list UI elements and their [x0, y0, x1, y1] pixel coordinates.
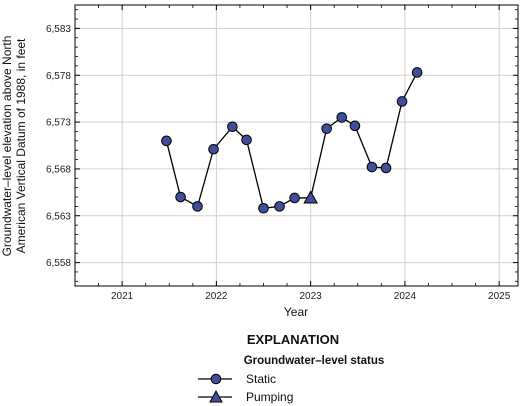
- legend-subheading: Groundwater–level status: [244, 355, 385, 367]
- legend-pumping-label: Pumping: [246, 390, 293, 404]
- legend: EXPLANATION Groundwater–level status Sta…: [198, 332, 384, 404]
- y-tick-label: 6,558: [46, 258, 71, 269]
- static-marker: [258, 202, 269, 214]
- y-axis-title: Groundwater–level elevation above North …: [0, 36, 28, 257]
- legend-static-marker: [210, 373, 222, 385]
- y-tick-label: 6,568: [46, 164, 71, 175]
- static-marker: [241, 134, 252, 146]
- x-axis-title: Year: [284, 305, 308, 319]
- x-tick-label: 2025: [488, 291, 511, 302]
- static-marker: [349, 120, 361, 132]
- x-tick-label: 2022: [205, 291, 228, 302]
- static-marker: [336, 112, 348, 123]
- data-markers: [161, 67, 423, 214]
- static-marker: [227, 121, 238, 133]
- static-marker: [274, 201, 285, 212]
- static-marker: [396, 96, 408, 107]
- y-axis-title-line-2: American Vertical Datum of 1988, in feet: [14, 38, 28, 253]
- y-tick-label: 6,563: [46, 211, 71, 222]
- static-marker: [380, 162, 392, 174]
- legend-entry-pumping: Pumping: [198, 389, 293, 404]
- y-tick-label: 6,583: [46, 24, 71, 35]
- static-marker: [161, 135, 172, 147]
- grid-lines: [75, 5, 518, 286]
- axis-ticks: 2021 2022 2023 2024 2025 6,558 6,563 6,568 6,573…: [46, 5, 518, 302]
- static-marker: [366, 161, 378, 173]
- x-tick-label: 2024: [394, 291, 417, 302]
- series-line-group: [165, 72, 418, 209]
- pumping-marker: [303, 190, 318, 204]
- static-marker: [321, 123, 332, 134]
- y-tick-label: 6,573: [46, 118, 71, 129]
- static-marker: [192, 201, 203, 212]
- legend-entry-static: Static: [198, 372, 276, 386]
- legend-static-label: Static: [246, 372, 276, 386]
- x-tick-label: 2021: [111, 291, 134, 302]
- x-tick-label: 2023: [300, 291, 323, 302]
- legend-heading: EXPLANATION: [247, 332, 339, 347]
- static-marker: [289, 192, 300, 204]
- y-axis-title-line-1: Groundwater–level elevation above North: [0, 36, 14, 257]
- static-marker: [411, 67, 423, 78]
- series-line: [165, 72, 418, 209]
- plot-frame: [74, 4, 519, 287]
- static-marker: [208, 143, 219, 155]
- static-marker: [175, 191, 186, 203]
- y-tick-label: 6,578: [46, 71, 71, 82]
- legend-pumping-marker: [209, 389, 223, 403]
